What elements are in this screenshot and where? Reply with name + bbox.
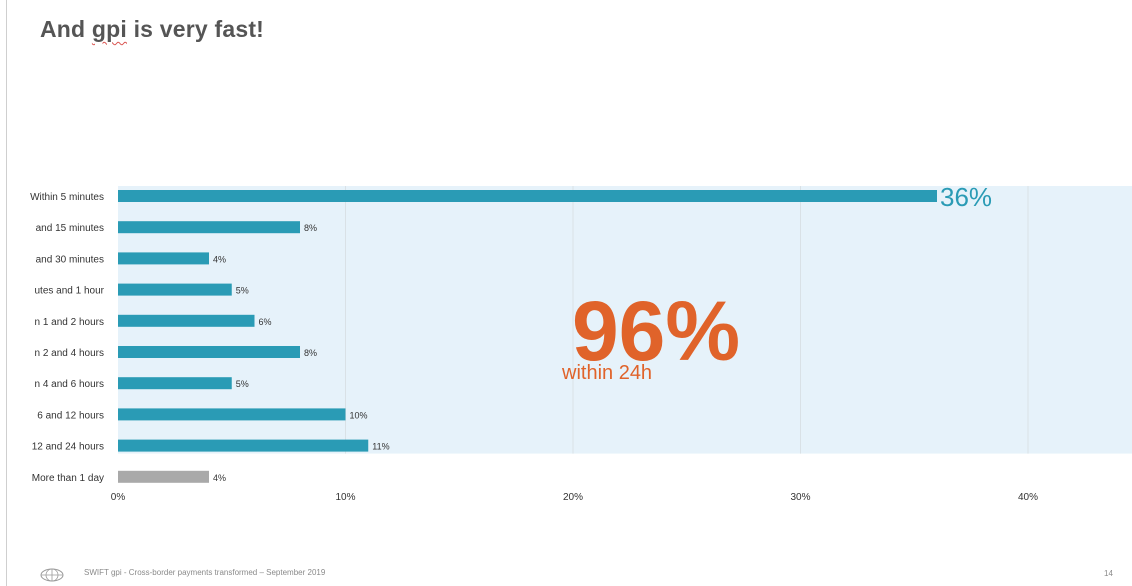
callout-value: 96% — [572, 284, 740, 378]
x-tick-label-3: 30% — [790, 492, 810, 503]
category-label-4: n 1 and 2 hours — [35, 317, 105, 328]
slide-title: And gpi is very fast! — [40, 16, 264, 43]
slide-edge-line — [6, 0, 7, 586]
category-label-3: utes and 1 hour — [35, 286, 105, 297]
category-label-5: n 2 and 4 hours — [35, 348, 105, 359]
value-label-6: 5% — [236, 379, 249, 389]
x-tick-label-2: 20% — [563, 492, 583, 503]
bar-6 — [118, 377, 232, 390]
category-label-7: 6 and 12 hours — [37, 410, 104, 421]
title-gpi: gpi — [91, 16, 127, 42]
value-label-0: 36% — [940, 182, 992, 212]
swift-logo-icon — [40, 568, 64, 582]
bar-9 — [118, 470, 209, 483]
value-label-3: 5% — [236, 286, 249, 296]
bar-1 — [118, 221, 300, 234]
value-label-1: 8% — [304, 223, 317, 233]
category-label-8: 12 and 24 hours — [32, 442, 104, 453]
page-number: 14 — [1104, 569, 1113, 578]
category-label-2: and 30 minutes — [36, 254, 104, 265]
footer-text: SWIFT gpi - Cross-border payments transf… — [84, 568, 326, 577]
bar-4 — [118, 314, 255, 327]
category-label-1: and 15 minutes — [36, 223, 104, 234]
value-label-8: 11% — [372, 442, 389, 452]
value-label-5: 8% — [304, 348, 317, 358]
x-tick-label-4: 40% — [1018, 492, 1038, 503]
bar-5 — [118, 346, 300, 358]
bar-7 — [118, 408, 346, 421]
category-label-6: n 4 and 6 hours — [35, 379, 105, 390]
bar-0 — [118, 190, 937, 202]
x-tick-label-1: 10% — [335, 492, 355, 503]
value-label-2: 4% — [213, 254, 226, 264]
bar-8 — [118, 439, 369, 452]
value-label-9: 4% — [213, 473, 226, 483]
x-tick-label-0: 0% — [111, 492, 126, 503]
bar-2 — [118, 252, 209, 265]
title-prefix: And — [40, 16, 92, 42]
category-label-9: More than 1 day — [32, 473, 104, 484]
title-suffix: is very fast! — [127, 16, 265, 42]
category-label-0: Within 5 minutes — [30, 192, 104, 203]
value-label-7: 10% — [350, 410, 368, 420]
callout-caption: within 24h — [561, 362, 652, 384]
bar-3 — [118, 283, 232, 296]
value-label-4: 6% — [259, 317, 272, 327]
